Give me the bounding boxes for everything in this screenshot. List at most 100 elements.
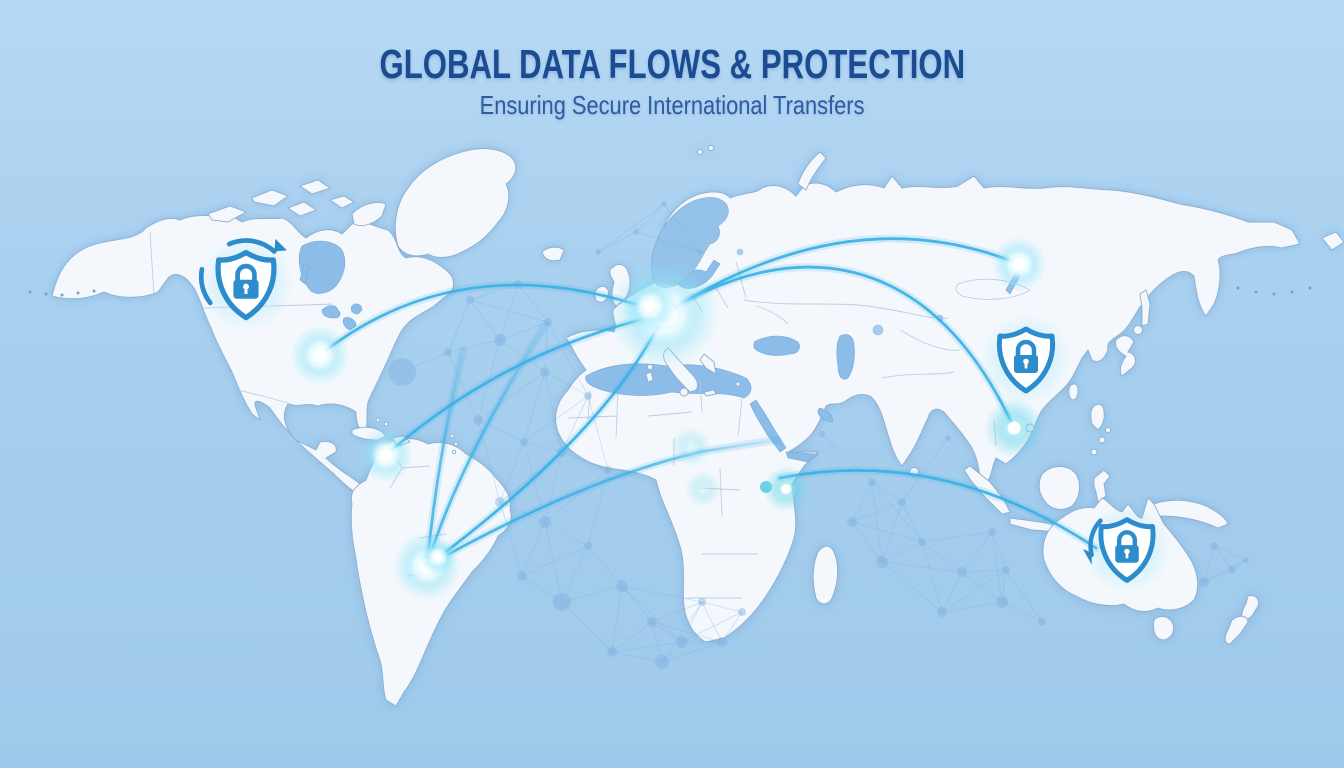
padlock-keyhole-slot [244,287,248,294]
network-edge [701,601,743,613]
network-dot [584,392,592,400]
network-edge [901,501,923,543]
sync-arrow-left-icon [1088,518,1103,558]
network-edge [523,371,546,443]
network-dot [473,415,483,425]
network-edge [881,541,923,563]
network-edge [941,569,1007,613]
network-dot [517,571,527,581]
network-edge [681,611,743,643]
network-dot [868,478,876,486]
network-edge [561,545,589,603]
padlock-keyhole [1023,358,1029,365]
network-edge [477,371,546,421]
network-dot [898,498,906,506]
padlock-shackle-icon [1015,339,1037,358]
network-edge [611,641,683,653]
network-edge [499,321,549,341]
sync-arrowhead [274,238,287,252]
network-dot [1038,618,1046,626]
network-dot [466,296,474,304]
network-edge [921,541,963,573]
network-edge [1213,545,1233,571]
network-edge [851,481,873,523]
network-dot [717,637,727,647]
network-edge [661,601,703,663]
data-node-core-south-america-2 [434,553,442,561]
network-dot [1210,542,1218,550]
network-dot [647,617,657,627]
network-dot [847,517,857,527]
network-edge [521,545,589,577]
padlock-keyhole [243,283,249,290]
network-edge [523,441,563,453]
shield-lock-icon-china [980,313,1072,405]
network-edge [881,561,963,573]
network-edge [544,371,589,397]
network-edge [1005,569,1043,623]
network-edge [651,621,723,643]
network-edge [881,501,903,563]
network-edge [447,351,479,421]
network-dot [1199,577,1209,587]
network-edge [523,395,589,443]
data-node-core-europe-2 [644,300,656,312]
network-edge [597,203,665,253]
network-edge [469,283,519,301]
network-edge [561,395,589,453]
network-edge [651,621,663,663]
network-edge [851,521,923,543]
data-node-cameroon [670,426,712,468]
network-edge [544,521,563,603]
network-dot [876,556,888,568]
network-edge [477,419,525,443]
network-edge [941,571,963,613]
shield-lock-icon-australia [1081,503,1173,595]
padlock-keyhole [1124,548,1130,555]
network-edge [921,541,943,613]
network-dot [988,528,996,536]
network-dot [918,538,926,546]
network-dot [819,431,825,437]
network-edge [1001,601,1043,623]
network-edge [611,585,623,653]
sync-arrow-top-icon [226,238,277,254]
network-edge [1231,559,1247,571]
network-edge [821,433,873,483]
network-edge [651,601,703,623]
network-dot [553,593,571,611]
network-edge [469,299,501,341]
protection-shields [197,235,1173,595]
connection-europe-siberia [662,237,1021,316]
network-dot [697,249,703,255]
network-edge [547,321,589,397]
network-edge [681,601,703,643]
network-dot [655,655,669,669]
network-dot [539,516,551,528]
network-edge [661,641,683,663]
network-edge [597,231,637,253]
network-dot [616,580,628,592]
padlock-keyhole-slot [1125,551,1129,559]
network-edge [621,585,703,603]
data-node-central-africa [684,470,722,508]
island-chains [28,286,1312,297]
network-dot [607,647,617,657]
network-edge [611,621,653,653]
network-edge [1203,545,1215,583]
network-edge [447,299,471,353]
network-edge [561,451,609,471]
network-dot [661,201,667,207]
network-dot [738,608,746,616]
network-edge [517,283,549,323]
connection-africa-australia [778,469,1098,550]
network-edge [871,481,883,563]
network-edge [871,481,923,543]
network-edge [961,531,993,573]
network-edge [611,651,663,663]
network-edge [651,621,683,643]
data-node-core-vietnam [1007,421,1021,435]
sync-arrow-bottom-icon [198,266,213,306]
